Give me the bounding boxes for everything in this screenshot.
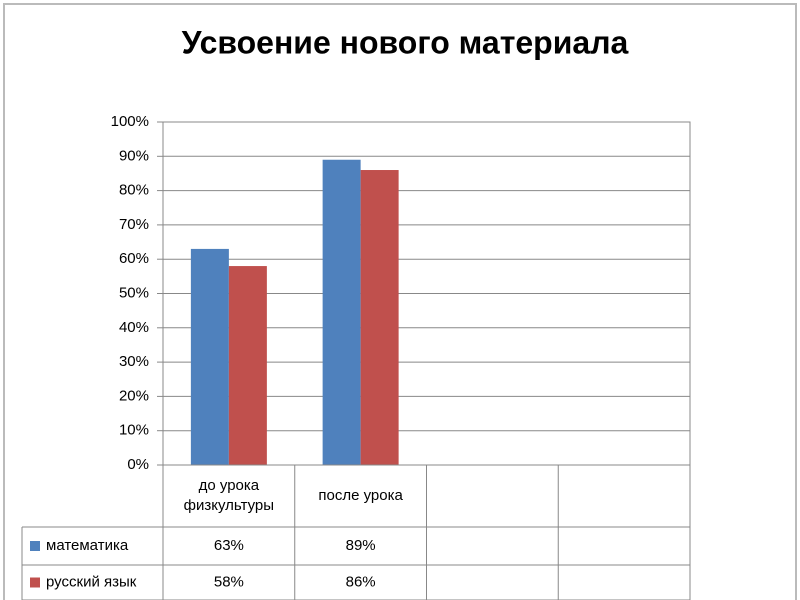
slide-frame bbox=[3, 3, 797, 600]
chart-title: Усвоение нового материала bbox=[182, 24, 629, 60]
bar bbox=[190, 248, 229, 465]
y-tick-label: 0% bbox=[127, 456, 149, 473]
data-label: 63% bbox=[214, 537, 244, 554]
data-label: 58% bbox=[214, 573, 244, 590]
legend-swatch bbox=[30, 541, 40, 551]
bar bbox=[360, 170, 399, 465]
x-tick-label: после урока bbox=[318, 487, 403, 504]
y-tick-label: 50% bbox=[119, 284, 149, 301]
x-tick-label: до урока физкультуры bbox=[183, 477, 275, 514]
y-tick-label: 60% bbox=[119, 250, 149, 267]
y-tick-label: 90% bbox=[119, 147, 149, 164]
y-tick-label: 10% bbox=[119, 422, 149, 439]
y-tick-label: 100% bbox=[111, 113, 149, 130]
bar bbox=[322, 159, 361, 466]
bar bbox=[228, 266, 267, 465]
y-tick-label: 30% bbox=[119, 353, 149, 370]
y-tick-label: 80% bbox=[119, 182, 149, 199]
legend-label: русский язык bbox=[46, 573, 137, 590]
y-tick-label: 40% bbox=[119, 319, 149, 336]
y-tick-label: 20% bbox=[119, 387, 149, 404]
data-label: 86% bbox=[346, 573, 376, 590]
category-cell: до урока физкультуры bbox=[183, 477, 275, 514]
legend-swatch bbox=[30, 577, 40, 588]
category-cell: после урока bbox=[318, 487, 403, 504]
data-label: 89% bbox=[346, 537, 376, 554]
y-tick-label: 70% bbox=[119, 216, 149, 233]
legend-label: математика bbox=[46, 537, 129, 554]
